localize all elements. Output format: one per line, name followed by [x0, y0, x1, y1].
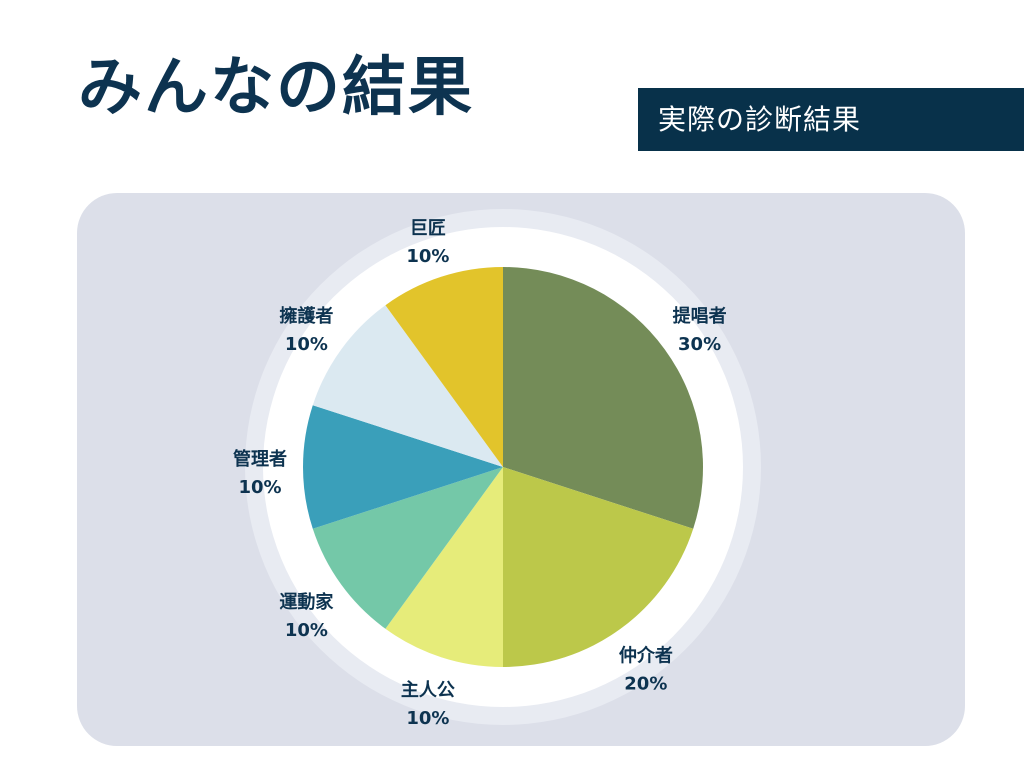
slice-percent: 20% [624, 674, 667, 695]
slice-label: 擁護者 [279, 305, 333, 327]
slice-percent: 10% [285, 620, 328, 641]
slice-percent: 10% [406, 246, 449, 267]
diagnosis-result-tab[interactable]: 実際の診断結果 [638, 88, 1024, 151]
slice-percent: 10% [285, 334, 328, 355]
pie-slices [302, 267, 703, 667]
slice-label: 提唱者 [673, 305, 727, 327]
pie-labels: 提唱者 30% 仲介者 20% 主人公 10% 運動家 10% 管理者 10% 擁護者 10% 巨匠 10… [233, 218, 727, 729]
slice-percent: 30% [678, 334, 721, 355]
pie-slice-1 [503, 267, 703, 529]
slice-percent: 10% [238, 477, 281, 498]
pie-slice-2 [503, 467, 694, 667]
pie-slice-6 [312, 305, 503, 467]
pie-slice-7 [385, 267, 503, 467]
slice-percent: 10% [406, 708, 449, 729]
slice-label: 仲介者 [619, 645, 673, 667]
slice-label: 運動家 [279, 591, 334, 613]
pie-slice-5 [302, 405, 503, 529]
slice-label: 巨匠 [410, 218, 446, 239]
pie-slice-4 [312, 467, 503, 629]
slice-label: 管理者 [233, 448, 287, 470]
page-title: みんなの結果 [78, 51, 474, 125]
pie-slice-3 [385, 467, 503, 667]
slice-label: 主人公 [401, 679, 455, 701]
